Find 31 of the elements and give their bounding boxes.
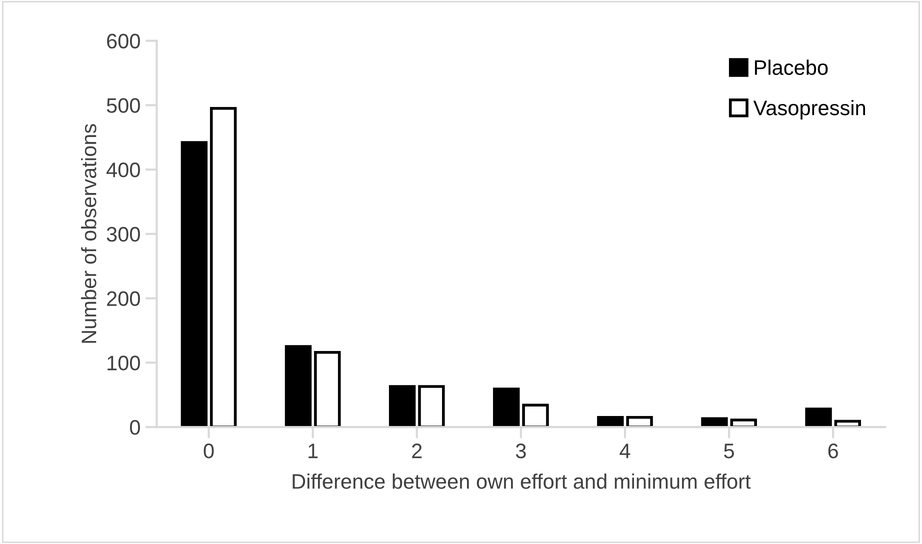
bar: [314, 350, 341, 428]
bar: [597, 416, 624, 428]
bar: [388, 385, 416, 428]
y-axis-title: Number of observations: [81, 124, 96, 343]
bar: [522, 404, 549, 428]
bar: [701, 417, 728, 428]
bar: [730, 418, 757, 428]
bar: [626, 416, 653, 428]
bar: [493, 388, 520, 428]
y-tick-label: 300: [106, 226, 140, 242]
legend-label: Placebo: [754, 60, 828, 75]
x-tick-label: 3: [516, 444, 526, 458]
bar: [805, 408, 832, 428]
bar: [418, 385, 445, 428]
x-tick-label: 6: [828, 444, 838, 458]
y-tick-label: 400: [106, 162, 140, 178]
bar: [180, 141, 208, 428]
bar: [284, 345, 312, 428]
x-axis-title: Difference between own effort and minimum effort: [292, 474, 751, 489]
x-tick-label: 2: [412, 444, 422, 458]
bar: [210, 107, 237, 428]
legend-label: Vasopressin: [753, 100, 866, 120]
y-tick-label: 600: [107, 34, 140, 49]
y-tick-label: 0: [130, 420, 140, 435]
y-tick-label: 100: [108, 356, 140, 370]
x-tick-label: 1: [308, 444, 318, 458]
y-tick-label: 200: [107, 291, 140, 306]
y-tick-label: 500: [106, 98, 140, 113]
x-tick-label: 0: [204, 444, 214, 458]
x-tick-label: 5: [724, 444, 734, 458]
x-tick-label: 4: [620, 444, 630, 458]
